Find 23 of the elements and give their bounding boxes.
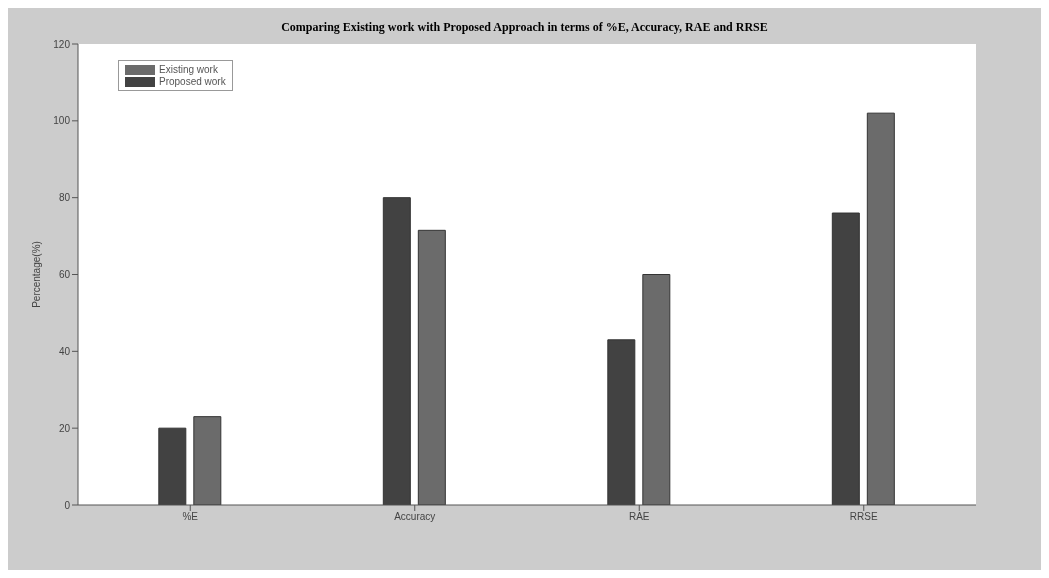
y-tick-label: 20 [58,422,71,434]
y-tick-label: 80 [58,192,71,204]
x-tick-label: Accuracy [394,511,436,523]
y-tick-label: 60 [58,269,71,281]
y-axis-title: Percentage(%) [30,241,42,308]
bar [417,229,446,505]
x-tick-label: %E [182,511,199,523]
y-tick-label: 120 [53,38,71,50]
bar [158,427,187,505]
legend-label: Existing work [159,64,218,75]
bar [193,416,222,505]
y-tick-label: 0 [64,499,71,511]
x-tick-label: RAE [628,511,650,523]
bar [382,197,411,505]
y-tick-label: 100 [53,115,71,127]
legend-label: Proposed work [159,76,226,87]
y-tick-label: 40 [58,345,71,357]
bar [607,339,636,505]
x-tick-label: RRSE [849,511,878,523]
bar [866,112,895,505]
bar [642,274,671,505]
chart-title: Comparing Existing work with Proposed Approach in terms of %E, Accuracy, RAE and RRSE [280,20,769,35]
bar [831,212,860,505]
